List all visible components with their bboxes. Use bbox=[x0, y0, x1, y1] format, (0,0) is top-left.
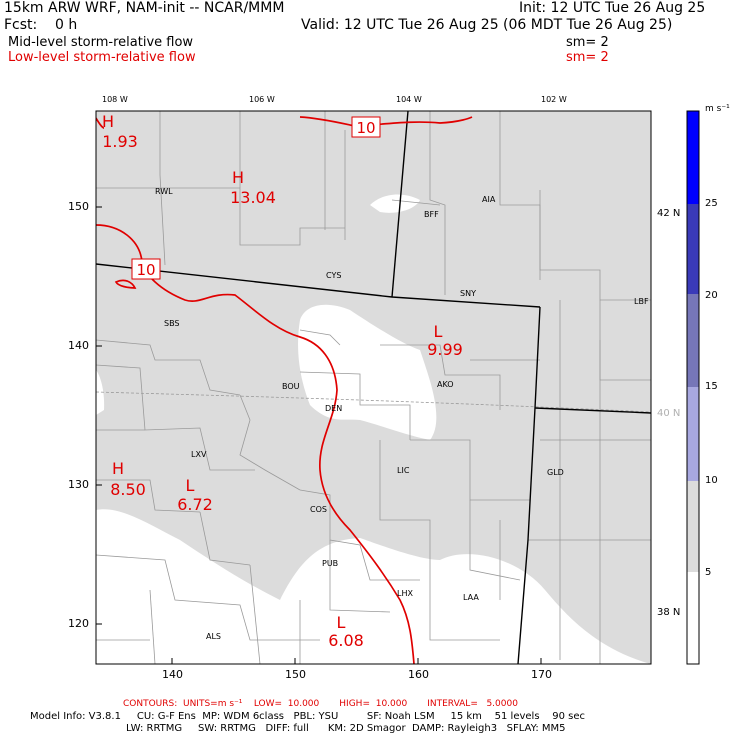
colorbar-swatch-5 bbox=[687, 481, 699, 572]
extremum-type-2: H bbox=[232, 168, 244, 187]
station-als: ALS bbox=[206, 632, 222, 641]
contour-info: CONTOURS: UNITS=m s⁻¹ LOW= 10.000 HIGH= … bbox=[123, 699, 518, 709]
colorbar-swatch-0 bbox=[687, 572, 699, 664]
lon-label-106w: 106 W bbox=[249, 95, 275, 104]
colorbar-swatch-25 bbox=[687, 111, 699, 204]
station-lbf: LBF bbox=[634, 297, 649, 306]
x-tick-170: 170 bbox=[531, 668, 552, 681]
station-aia: AIA bbox=[482, 195, 496, 204]
extremum-value-5: 6.72 bbox=[177, 495, 213, 514]
station-sbs: SBS bbox=[164, 319, 180, 328]
low-level-smoothing: sm= 2 bbox=[566, 50, 609, 65]
lat-label-40n: 40 N bbox=[657, 408, 681, 419]
station-sny: SNY bbox=[460, 289, 476, 298]
county-lines bbox=[96, 111, 651, 664]
colorbar-label-5: 5 bbox=[705, 567, 712, 578]
map-frame bbox=[95, 110, 652, 665]
mid-level-field-label: Mid-level storm-relative flow bbox=[8, 35, 194, 50]
low-level-field-label: Low-level storm-relative flow bbox=[8, 50, 196, 65]
model-info-line-1: Model Info: V3.8.1 CU: G-F Ens MP: WDM 6… bbox=[30, 711, 586, 722]
lon-label-104w: 104 W bbox=[396, 95, 422, 104]
contour-label-2: 10 bbox=[136, 261, 155, 279]
low-speed-region-ne bbox=[298, 304, 437, 440]
colorbar-label-20: 20 bbox=[705, 290, 718, 301]
extremum-value-3: 9.99 bbox=[427, 340, 463, 359]
x-tick-140: 140 bbox=[162, 668, 183, 681]
extremum-type-4: H bbox=[112, 459, 124, 478]
colorbar-units: m s⁻¹ bbox=[705, 104, 730, 114]
low-speed-region-far-west bbox=[96, 578, 175, 620]
colorbar-label-15: 15 bbox=[705, 381, 718, 392]
y-tick-150: 150 bbox=[68, 200, 89, 213]
extremum-value-1: 1.93 bbox=[102, 132, 138, 151]
extremum-value-4: 8.50 bbox=[110, 480, 146, 499]
lon-label-102w: 102 W bbox=[541, 95, 567, 104]
lon-label-108w: 108 W bbox=[102, 95, 128, 104]
contour-label-1: 10 bbox=[356, 119, 375, 137]
contour-10 bbox=[96, 116, 473, 664]
station-lxv: LXV bbox=[191, 450, 207, 459]
valid-time: Valid: 12 UTC Tue 26 Aug 25 (06 MDT Tue … bbox=[301, 17, 673, 33]
low-speed-region-nw bbox=[370, 194, 420, 213]
low-speed-region-west bbox=[96, 370, 105, 415]
station-bff: BFF bbox=[424, 210, 439, 219]
y-tick-120: 120 bbox=[68, 617, 89, 630]
station-lic: LIC bbox=[397, 466, 410, 475]
axis-ticks bbox=[96, 206, 542, 664]
mid-level-smoothing: sm= 2 bbox=[566, 35, 609, 50]
y-tick-140: 140 bbox=[68, 339, 89, 352]
extrema-group: 1.93 H 13.04 L 9.99 H 8.50 L 6.72 L 6.08 bbox=[102, 132, 463, 650]
station-pub: PUB bbox=[322, 559, 339, 568]
station-laa: LAA bbox=[463, 593, 479, 602]
extremum-type-5: L bbox=[186, 476, 195, 495]
extremum-value-6: 6.08 bbox=[328, 631, 364, 650]
colorbar-swatch-10 bbox=[687, 387, 699, 481]
lat-label-38n: 38 N bbox=[657, 607, 681, 618]
low-speed-region-south bbox=[96, 509, 651, 664]
station-rwl: RWL bbox=[155, 187, 173, 196]
y-tick-130: 130 bbox=[68, 478, 89, 491]
model-info-line-2: LW: RRTMG SW: RRTMG DIFF: full KM: 2D Sm… bbox=[126, 723, 566, 734]
station-gld: GLD bbox=[547, 468, 564, 477]
colorbar bbox=[686, 110, 700, 665]
state-borders bbox=[96, 111, 651, 664]
station-ako: AKO bbox=[437, 380, 454, 389]
contour-label-box-2 bbox=[131, 258, 161, 280]
station-cys: CYS bbox=[326, 271, 342, 280]
colorbar-label-10: 10 bbox=[705, 475, 718, 486]
colorbar-label-25: 25 bbox=[705, 198, 718, 209]
init-time: Init: 12 UTC Tue 26 Aug 25 bbox=[519, 0, 706, 16]
x-tick-150: 150 bbox=[285, 668, 306, 681]
lat-label-42n: 42 N bbox=[657, 208, 681, 219]
station-den: DEN bbox=[325, 404, 343, 413]
x-tick-160: 160 bbox=[408, 668, 429, 681]
extremum-type-6: L bbox=[337, 613, 346, 632]
station-cos: COS bbox=[310, 505, 327, 514]
extremum-type-1: H bbox=[102, 112, 114, 131]
contour-label-box-1 bbox=[351, 116, 381, 138]
forecast-hour: Fcst: 0 h bbox=[4, 17, 78, 33]
extremum-value-2: 13.04 bbox=[230, 188, 276, 207]
colorbar-swatch-15 bbox=[687, 294, 699, 387]
station-bou: BOU bbox=[282, 382, 300, 391]
colorbar-swatch-20 bbox=[687, 204, 699, 294]
extremum-type-3: L bbox=[434, 322, 443, 341]
model-title: 15km ARW WRF, NAM-init -- NCAR/MMM bbox=[4, 0, 285, 16]
station-lhx: LHX bbox=[397, 589, 413, 598]
